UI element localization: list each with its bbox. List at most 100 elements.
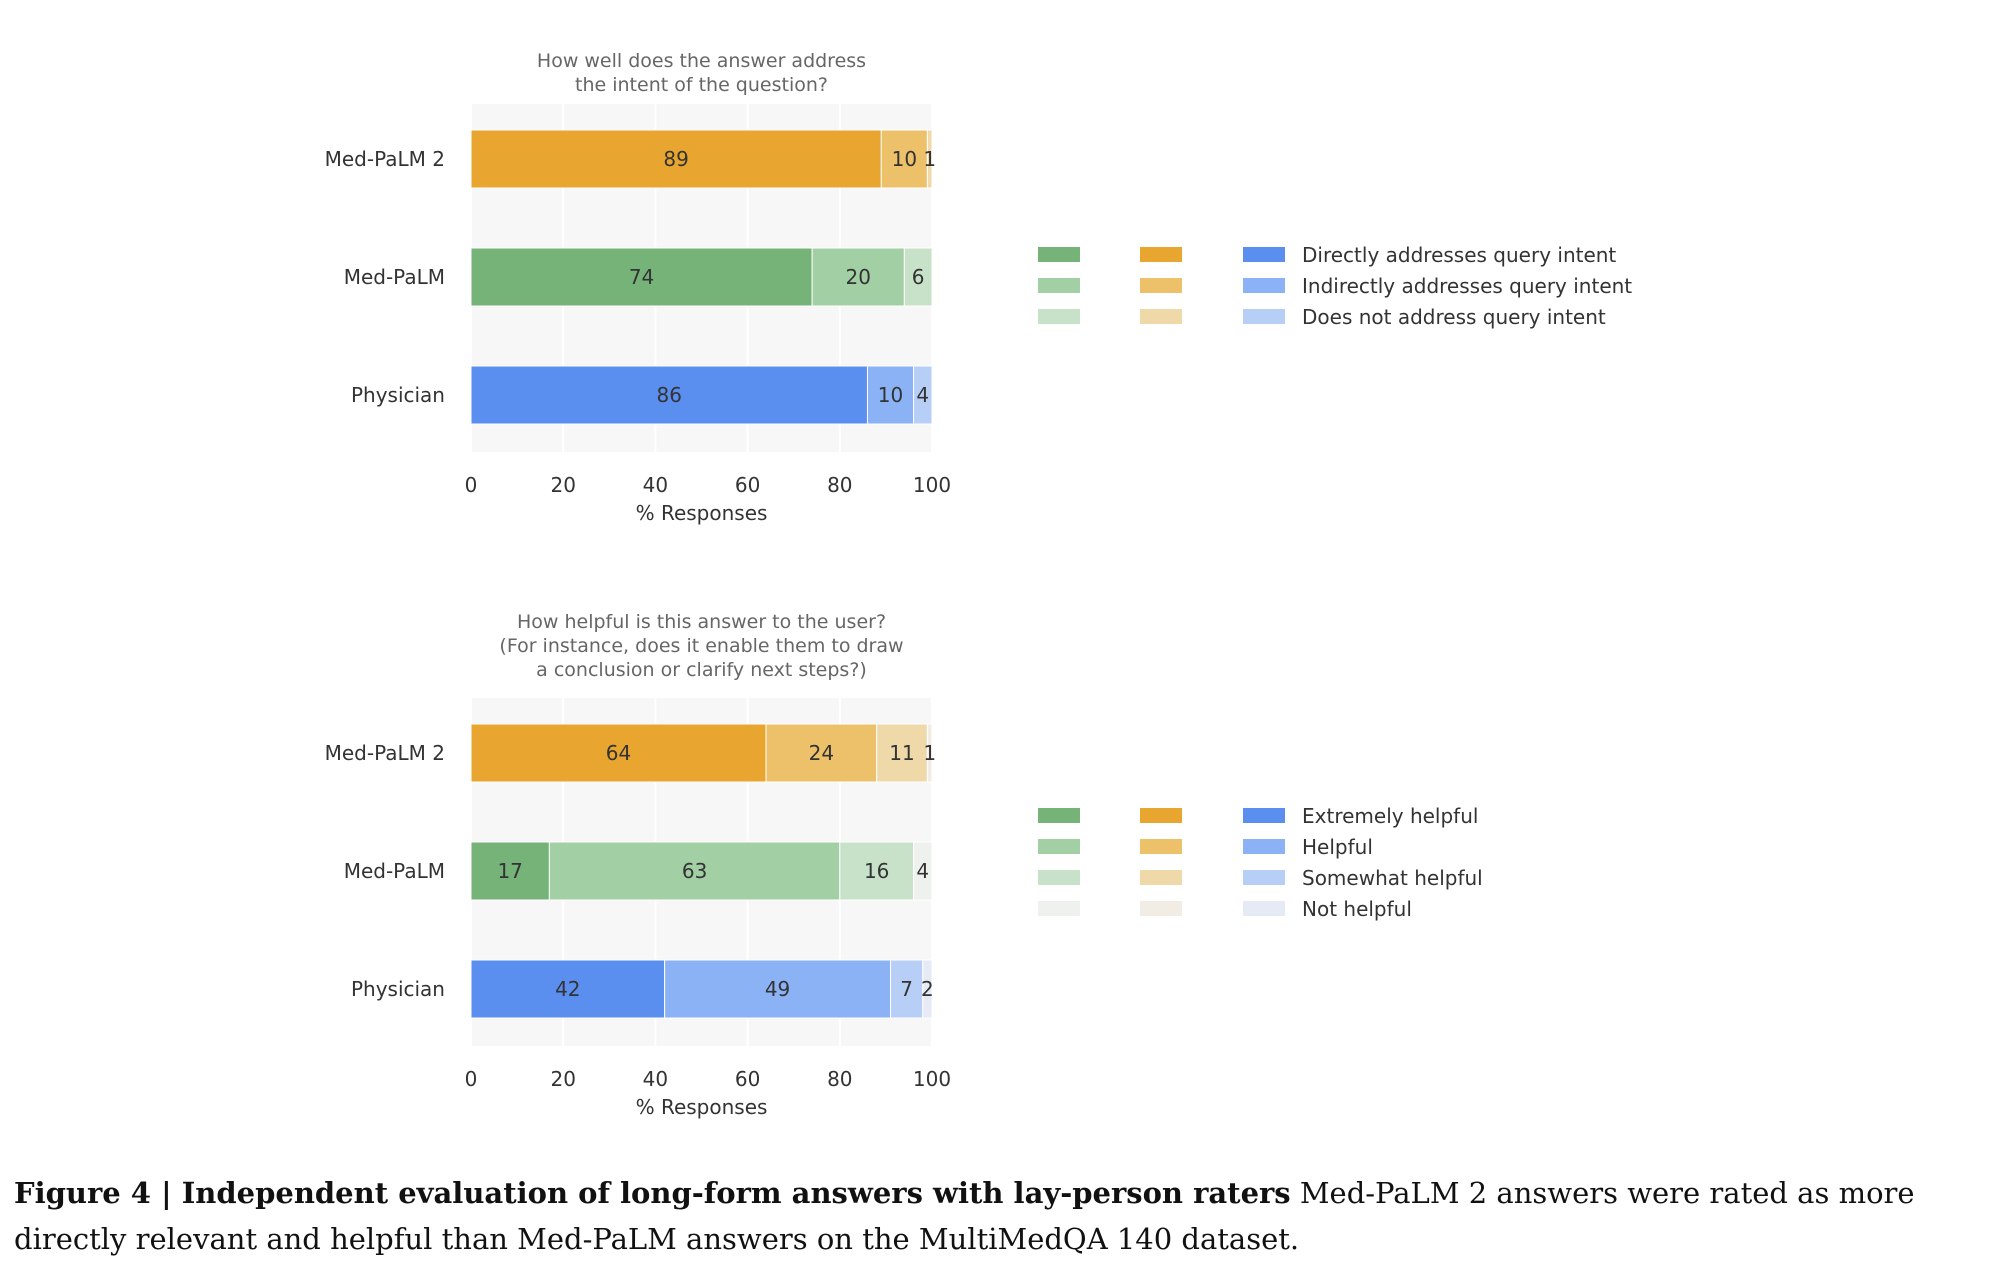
helpfulness-chart-svg: How helpful is this answer to the user?(… <box>325 611 1483 1119</box>
bar-segment <box>664 959 892 1019</box>
chart-title-line: How helpful is this answer to the user? <box>517 611 886 633</box>
bar-value-label: 63 <box>682 859 707 883</box>
bar-value-label: 16 <box>864 859 889 883</box>
bar-value-label: 20 <box>846 265 871 289</box>
legend-label: Extremely helpful <box>1302 804 1478 828</box>
legend-swatch <box>1038 839 1080 854</box>
bar-segment <box>880 129 928 189</box>
legend-label: Does not address query intent <box>1302 305 1606 329</box>
bar-value-label: 10 <box>878 383 903 407</box>
legend-swatch <box>1038 278 1080 293</box>
bar-value-label: 42 <box>555 977 580 1001</box>
bar-value-label: 10 <box>892 147 917 171</box>
bar-value-label: 86 <box>657 383 682 407</box>
legend-swatch <box>1140 278 1182 293</box>
legend-label: Helpful <box>1302 835 1373 859</box>
x-axis-label: % Responses <box>636 501 768 525</box>
bar-segment <box>890 959 924 1019</box>
bar-value-label: 49 <box>765 977 790 1001</box>
legend-swatch <box>1038 247 1080 262</box>
bar-segment <box>913 365 933 425</box>
bar-segment <box>811 247 905 307</box>
category-label: Med-PaLM <box>344 859 445 883</box>
legend-swatch <box>1243 309 1285 324</box>
bar-value-label: 4 <box>916 859 929 883</box>
x-tick-label: 60 <box>735 473 760 497</box>
x-tick-label: 100 <box>913 1067 951 1091</box>
legend-label: Somewhat helpful <box>1302 866 1483 890</box>
bar-segment <box>903 247 933 307</box>
caption-label: Figure 4 | Independent evaluation of lon… <box>14 1176 1291 1210</box>
legend-swatch <box>1038 870 1080 885</box>
bar-segment <box>765 723 878 783</box>
bar-segment <box>913 841 933 901</box>
legend-swatch <box>1243 870 1285 885</box>
bar-segment <box>922 959 933 1019</box>
legend-swatch <box>1038 901 1080 916</box>
bar-value-label: 64 <box>606 741 631 765</box>
helpfulness-chart: How helpful is this answer to the user?(… <box>0 570 1995 1135</box>
bar-segment <box>470 841 550 901</box>
bar-segment <box>548 841 841 901</box>
bar-value-label: 1 <box>923 741 936 765</box>
bar-segment <box>866 365 915 425</box>
legend-swatch <box>1038 309 1080 324</box>
bar-value-label: 6 <box>912 265 925 289</box>
bar-value-label: 89 <box>663 147 688 171</box>
legend-swatch <box>1140 247 1182 262</box>
bar-segment <box>470 723 767 783</box>
intent-chart: How well does the answer address the inte… <box>0 0 1995 560</box>
legend-swatch <box>1243 901 1285 916</box>
legend-swatch <box>1243 839 1285 854</box>
bar-segment <box>926 723 933 783</box>
legend-swatch <box>1140 870 1182 885</box>
legend-label: Not helpful <box>1302 897 1412 921</box>
caption-text: Med-PaLM 2 answers were rated as more di… <box>14 1176 1915 1256</box>
legend-swatch <box>1243 247 1285 262</box>
figure-caption: Figure 4 | Independent evaluation of lon… <box>14 1170 1984 1262</box>
category-label: Med-PaLM 2 <box>325 741 445 765</box>
x-tick-label: 60 <box>735 1067 760 1091</box>
legend-label: Directly addresses query intent <box>1302 243 1616 267</box>
legend-swatch <box>1140 839 1182 854</box>
legend-swatch <box>1140 901 1182 916</box>
x-tick-label: 0 <box>465 473 478 497</box>
bar-value-label: 1 <box>923 147 936 171</box>
bar-value-label: 11 <box>889 741 914 765</box>
legend-swatch <box>1038 808 1080 823</box>
category-label: Physician <box>351 977 445 1001</box>
legend-label: Indirectly addresses query intent <box>1302 274 1632 298</box>
x-tick-label: 20 <box>550 473 575 497</box>
legend-swatch <box>1140 309 1182 324</box>
chart-title-line: How well does the answer address <box>537 50 866 72</box>
category-label: Med-PaLM <box>344 265 445 289</box>
bar-value-label: 2 <box>921 977 934 1001</box>
x-tick-label: 100 <box>913 473 951 497</box>
legend-swatch <box>1243 278 1285 293</box>
chart-title-line: (For instance, does it enable them to dr… <box>499 635 903 657</box>
category-label: Physician <box>351 383 445 407</box>
x-axis-label: % Responses <box>636 1095 768 1119</box>
x-tick-label: 20 <box>550 1067 575 1091</box>
bar-value-label: 24 <box>809 741 834 765</box>
bar-value-label: 4 <box>916 383 929 407</box>
bar-segment <box>926 129 933 189</box>
x-tick-label: 40 <box>643 473 668 497</box>
legend-swatch <box>1140 808 1182 823</box>
x-tick-label: 80 <box>827 1067 852 1091</box>
x-tick-label: 0 <box>465 1067 478 1091</box>
bar-segment <box>839 841 915 901</box>
bar-value-label: 17 <box>497 859 522 883</box>
x-tick-label: 80 <box>827 473 852 497</box>
bar-segment <box>876 723 928 783</box>
bar-value-label: 74 <box>629 265 654 289</box>
chart-title-line: the intent of the question? <box>575 74 828 96</box>
category-label: Med-PaLM 2 <box>325 147 445 171</box>
bar-segment <box>470 365 868 425</box>
bar-segment <box>470 959 666 1019</box>
chart-title-line: a conclusion or clarify next steps?) <box>536 659 867 681</box>
x-tick-label: 40 <box>643 1067 668 1091</box>
bar-value-label: 7 <box>900 977 913 1001</box>
legend-swatch <box>1243 808 1285 823</box>
